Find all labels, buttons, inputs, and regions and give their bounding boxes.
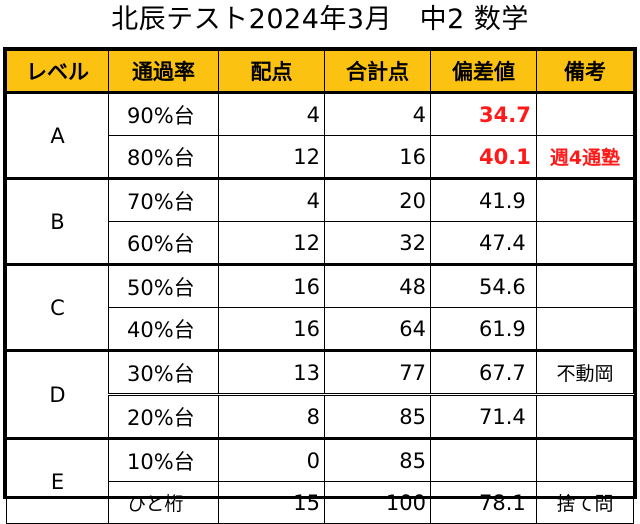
deviation-cell: [430, 438, 537, 482]
page-title: 北辰テスト2024年3月 中2 数学: [111, 4, 529, 35]
points-cell: 16: [218, 307, 325, 352]
deviation-cell: 61.9: [430, 307, 537, 352]
pass-rate-cell: 70%台: [108, 178, 219, 222]
pass-rate-cell: 30%台: [108, 350, 219, 395]
pass-rate-cell: 80%台: [108, 135, 219, 180]
header-total: 合計点: [324, 50, 431, 94]
total-cell: 85: [324, 393, 431, 440]
points-cell: 4: [218, 178, 325, 222]
deviation-cell: 54.6: [430, 264, 537, 308]
note-cell: 週4通塾: [536, 135, 634, 180]
level-cell: E: [6, 438, 109, 524]
note-cell: [536, 264, 634, 308]
table-row: 40%台 16 64 61.9: [7, 307, 634, 352]
pass-rate-cell: 60%台: [108, 221, 219, 266]
score-table-frame: レベル 通過率 配点 合計点 偏差値 備考 A 90%台 4 4 34.7 80…: [3, 47, 637, 524]
points-cell: 0: [218, 438, 325, 482]
total-cell: 16: [324, 135, 431, 180]
table-row: C 50%台 16 48 54.6: [6, 264, 634, 352]
note-cell: [536, 438, 634, 482]
note-cell: [536, 92, 634, 136]
note-cell: [536, 393, 634, 440]
level-cell: A: [6, 92, 109, 180]
deviation-cell: 71.4: [430, 393, 537, 440]
total-cell: 48: [324, 264, 431, 308]
note-cell: [536, 178, 634, 222]
table-row: E 10%台 0 85: [6, 438, 634, 524]
pass-rate-cell: 50%台: [108, 264, 219, 308]
level-cell: B: [6, 178, 109, 266]
points-cell: 12: [218, 221, 325, 266]
level-cell: D: [6, 350, 109, 440]
total-cell: 20: [324, 178, 431, 222]
table-row: D 30%台 13 77 67.7 不動岡: [6, 350, 634, 440]
points-cell: 13: [218, 350, 325, 395]
table-row: B 70%台 4 20 41.9: [6, 178, 634, 266]
note-cell: 不動岡: [536, 350, 634, 395]
total-cell: 32: [324, 221, 431, 266]
header-level: レベル: [6, 50, 109, 94]
table-row: 20%台 8 85 71.4: [7, 393, 634, 440]
total-cell: 77: [324, 350, 431, 395]
table-row: 60%台 12 32 47.4: [7, 221, 634, 266]
table-row: A 90%台 4 4 34.7: [6, 92, 634, 180]
level-cell: C: [6, 264, 109, 352]
points-cell: 16: [218, 264, 325, 308]
deviation-cell: 34.7: [430, 92, 537, 136]
deviation-cell: 47.4: [430, 221, 537, 266]
header-pass-rate: 通過率: [108, 50, 219, 94]
points-cell: 4: [218, 92, 325, 136]
header-note: 備考: [536, 50, 634, 94]
total-cell: 64: [324, 307, 431, 352]
score-table: レベル 通過率 配点 合計点 偏差値 備考 A 90%台 4 4 34.7 80…: [6, 50, 634, 524]
deviation-cell: 41.9: [430, 178, 537, 222]
total-cell: 85: [324, 438, 431, 482]
deviation-cell: 67.7: [430, 350, 537, 395]
points-cell: 12: [218, 135, 325, 180]
points-cell: 8: [218, 393, 325, 440]
table-row: 80%台 12 16 40.1 週4通塾: [7, 135, 634, 180]
pass-rate-cell: 40%台: [108, 307, 219, 352]
pass-rate-cell: 10%台: [108, 438, 219, 482]
deviation-cell: 40.1: [430, 135, 537, 180]
note-cell: [536, 221, 634, 266]
pass-rate-cell: 90%台: [108, 92, 219, 136]
header-deviation: 偏差値: [430, 50, 537, 94]
pass-rate-cell: 20%台: [108, 393, 219, 440]
total-cell: 4: [324, 92, 431, 136]
header-row: レベル 通過率 配点 合計点 偏差値 備考: [6, 50, 634, 94]
header-points: 配点: [218, 50, 325, 94]
note-cell: [536, 307, 634, 352]
